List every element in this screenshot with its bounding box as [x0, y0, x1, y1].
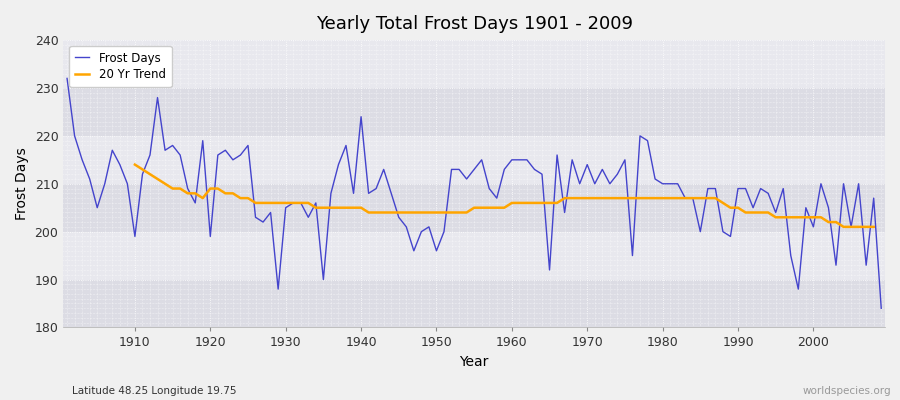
Frost Days	[876, 306, 886, 311]
Line: Frost Days: Frost Days	[68, 78, 881, 308]
20 Yr Trend	[326, 205, 337, 210]
Line: 20 Yr Trend: 20 Yr Trend	[135, 165, 874, 227]
Y-axis label: Frost Days: Frost Days	[15, 147, 29, 220]
20 Yr Trend	[356, 205, 366, 210]
Frost Days	[122, 181, 133, 186]
20 Yr Trend	[521, 200, 532, 205]
Bar	[63, 40, 885, 88]
Text: Latitude 48.25 Longitude 19.75: Latitude 48.25 Longitude 19.75	[72, 386, 237, 396]
20 Yr Trend	[838, 224, 849, 229]
Bar	[63, 280, 885, 328]
20 Yr Trend	[710, 196, 721, 200]
20 Yr Trend	[130, 162, 140, 167]
Bar	[63, 88, 885, 136]
Frost Days	[597, 167, 608, 172]
Frost Days	[62, 76, 73, 81]
Legend: Frost Days, 20 Yr Trend: Frost Days, 20 Yr Trend	[69, 46, 172, 87]
20 Yr Trend	[499, 205, 509, 210]
X-axis label: Year: Year	[460, 355, 489, 369]
Title: Yearly Total Frost Days 1901 - 2009: Yearly Total Frost Days 1901 - 2009	[316, 15, 633, 33]
Frost Days	[288, 200, 299, 205]
Frost Days	[499, 167, 509, 172]
Text: worldspecies.org: worldspecies.org	[803, 386, 891, 396]
20 Yr Trend	[303, 200, 314, 205]
Bar	[63, 184, 885, 232]
20 Yr Trend	[868, 224, 879, 229]
Bar	[63, 232, 885, 280]
Frost Days	[333, 162, 344, 167]
Frost Days	[507, 158, 517, 162]
Bar	[63, 136, 885, 184]
